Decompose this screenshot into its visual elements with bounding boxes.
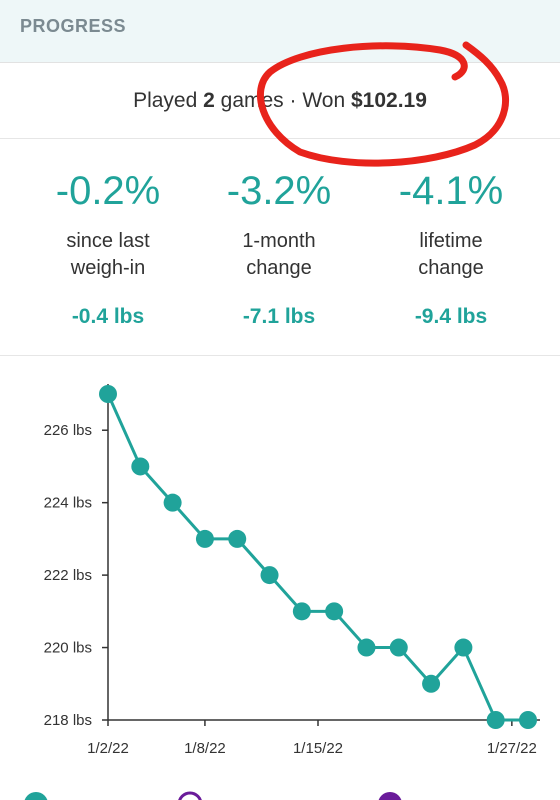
stat-label: lifetime change [358, 228, 544, 282]
y-tick-label: 218 lbs [44, 712, 92, 729]
data-point [519, 711, 537, 729]
games-count: 2 [203, 88, 215, 112]
stat-lbs: -0.4 lbs [71, 305, 145, 328]
page-header: PROGRESS [0, 0, 560, 63]
stat-percent: -0.2% [55, 169, 161, 213]
weight-line-chart: 226 lbs 224 lbs 222 lbs 220 lbs 218 lbs 1/2/2… [44, 384, 540, 757]
stats-row: -0.2% since last weigh-in -0.4 lbs -3.2%… [0, 139, 560, 356]
stat-label-line2: weigh-in [70, 257, 146, 279]
stat-lbs: -7.1 lbs [242, 305, 316, 328]
data-point [260, 566, 279, 585]
chart-legend [24, 791, 402, 800]
x-tick-label: 1/8/22 [184, 740, 226, 757]
stat-label-line1: 1-month [242, 230, 316, 252]
data-point [99, 385, 117, 403]
data-point [131, 457, 150, 476]
purple-filled-circle-icon [378, 792, 402, 800]
games-summary: Played 2 games · Won $102.19 [0, 63, 560, 139]
data-point [228, 529, 247, 548]
games-suffix: games · Won [214, 88, 351, 112]
data-point [422, 674, 441, 693]
y-tick-label: 220 lbs [44, 640, 92, 657]
data-point [454, 638, 473, 657]
data-point [486, 711, 505, 729]
data-point [357, 638, 376, 657]
stat-label-line2: change [246, 257, 312, 279]
teal-filled-circle-icon [24, 792, 48, 800]
data-point [195, 529, 214, 548]
x-tick-label: 1/27/22 [487, 740, 537, 757]
y-tick-label: 224 lbs [44, 495, 92, 512]
stat-label-line2: change [418, 257, 484, 279]
series-line [106, 393, 528, 722]
stat-label-line1: lifetime [419, 230, 483, 252]
won-amount: $102.19 [350, 88, 427, 112]
y-tick-label: 226 lbs [44, 422, 92, 439]
data-point [292, 602, 311, 621]
x-tick-label: 1/2/22 [87, 740, 129, 757]
purple-outline-circle-icon [178, 791, 202, 800]
stat-label-line1: since last [66, 230, 150, 252]
y-tick-label: 222 lbs [44, 567, 92, 584]
data-point [389, 638, 408, 657]
data-point [325, 602, 344, 621]
stat-label: since last weigh-in [15, 228, 201, 282]
stat-label: 1-month change [186, 228, 372, 282]
stat-percent: -3.2% [226, 169, 332, 213]
stat-percent: -4.1% [398, 169, 504, 213]
stat-lbs: -9.4 lbs [414, 305, 488, 328]
played-prefix: Played [133, 88, 204, 112]
x-tick-label: 1/15/22 [293, 740, 343, 757]
page-title: PROGRESS [20, 16, 127, 36]
data-point [163, 493, 182, 512]
